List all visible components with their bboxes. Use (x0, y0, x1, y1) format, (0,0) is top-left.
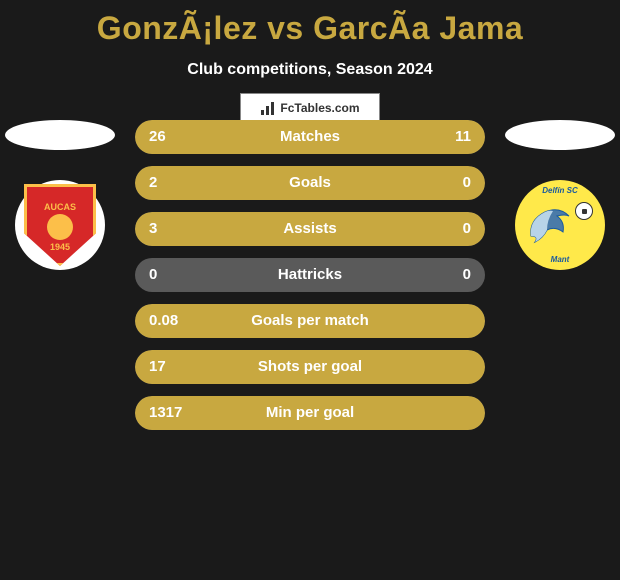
team-left-badge: AUCAS 1945 (15, 180, 105, 270)
page-title: GonzÃ¡lez vs GarcÃ­a Jama (0, 0, 620, 47)
stat-label: Assists (135, 212, 485, 246)
stat-row: 0Hattricks0 (135, 258, 485, 292)
team-left-name: AUCAS (44, 202, 76, 212)
team-right-column: Delfín SC Mant (505, 120, 615, 270)
team-right-name-top: Delfín SC (515, 186, 605, 195)
infographic-container: GonzÃ¡lez vs GarcÃ­a Jama Club competiti… (0, 0, 620, 580)
team-right-badge: Delfín SC Mant (515, 180, 605, 270)
watermark: FcTables.com (240, 93, 380, 123)
chart-icon (260, 100, 276, 116)
team-right-name-bottom: Mant (515, 255, 605, 264)
stat-value-right: 0 (463, 258, 471, 292)
soccer-ball-icon (575, 202, 593, 220)
stat-label: Min per goal (135, 396, 485, 430)
stat-label: Goals (135, 166, 485, 200)
stat-value-right: 0 (463, 212, 471, 246)
subtitle: Club competitions, Season 2024 (0, 61, 620, 79)
team-left-column: AUCAS 1945 (5, 120, 115, 270)
stat-label: Hattricks (135, 258, 485, 292)
shield-icon: AUCAS 1945 (24, 184, 96, 266)
stat-label: Matches (135, 120, 485, 154)
face-icon (47, 214, 73, 240)
stat-row: 1317Min per goal (135, 396, 485, 430)
watermark-text: FcTables.com (280, 101, 359, 115)
stat-row: 0.08Goals per match (135, 304, 485, 338)
stat-label: Goals per match (135, 304, 485, 338)
ellipse-shadow-left (5, 120, 115, 150)
stat-label: Shots per goal (135, 350, 485, 384)
stat-row: 17Shots per goal (135, 350, 485, 384)
dolphin-icon (525, 202, 577, 248)
team-left-year: 1945 (50, 242, 70, 252)
stat-value-right: 0 (463, 166, 471, 200)
ellipse-shadow-right (505, 120, 615, 150)
stat-value-right: 11 (455, 120, 471, 154)
stat-row: 2Goals0 (135, 166, 485, 200)
stats-bars: 26Matches112Goals03Assists00Hattricks00.… (135, 120, 485, 442)
stat-row: 3Assists0 (135, 212, 485, 246)
stat-row: 26Matches11 (135, 120, 485, 154)
